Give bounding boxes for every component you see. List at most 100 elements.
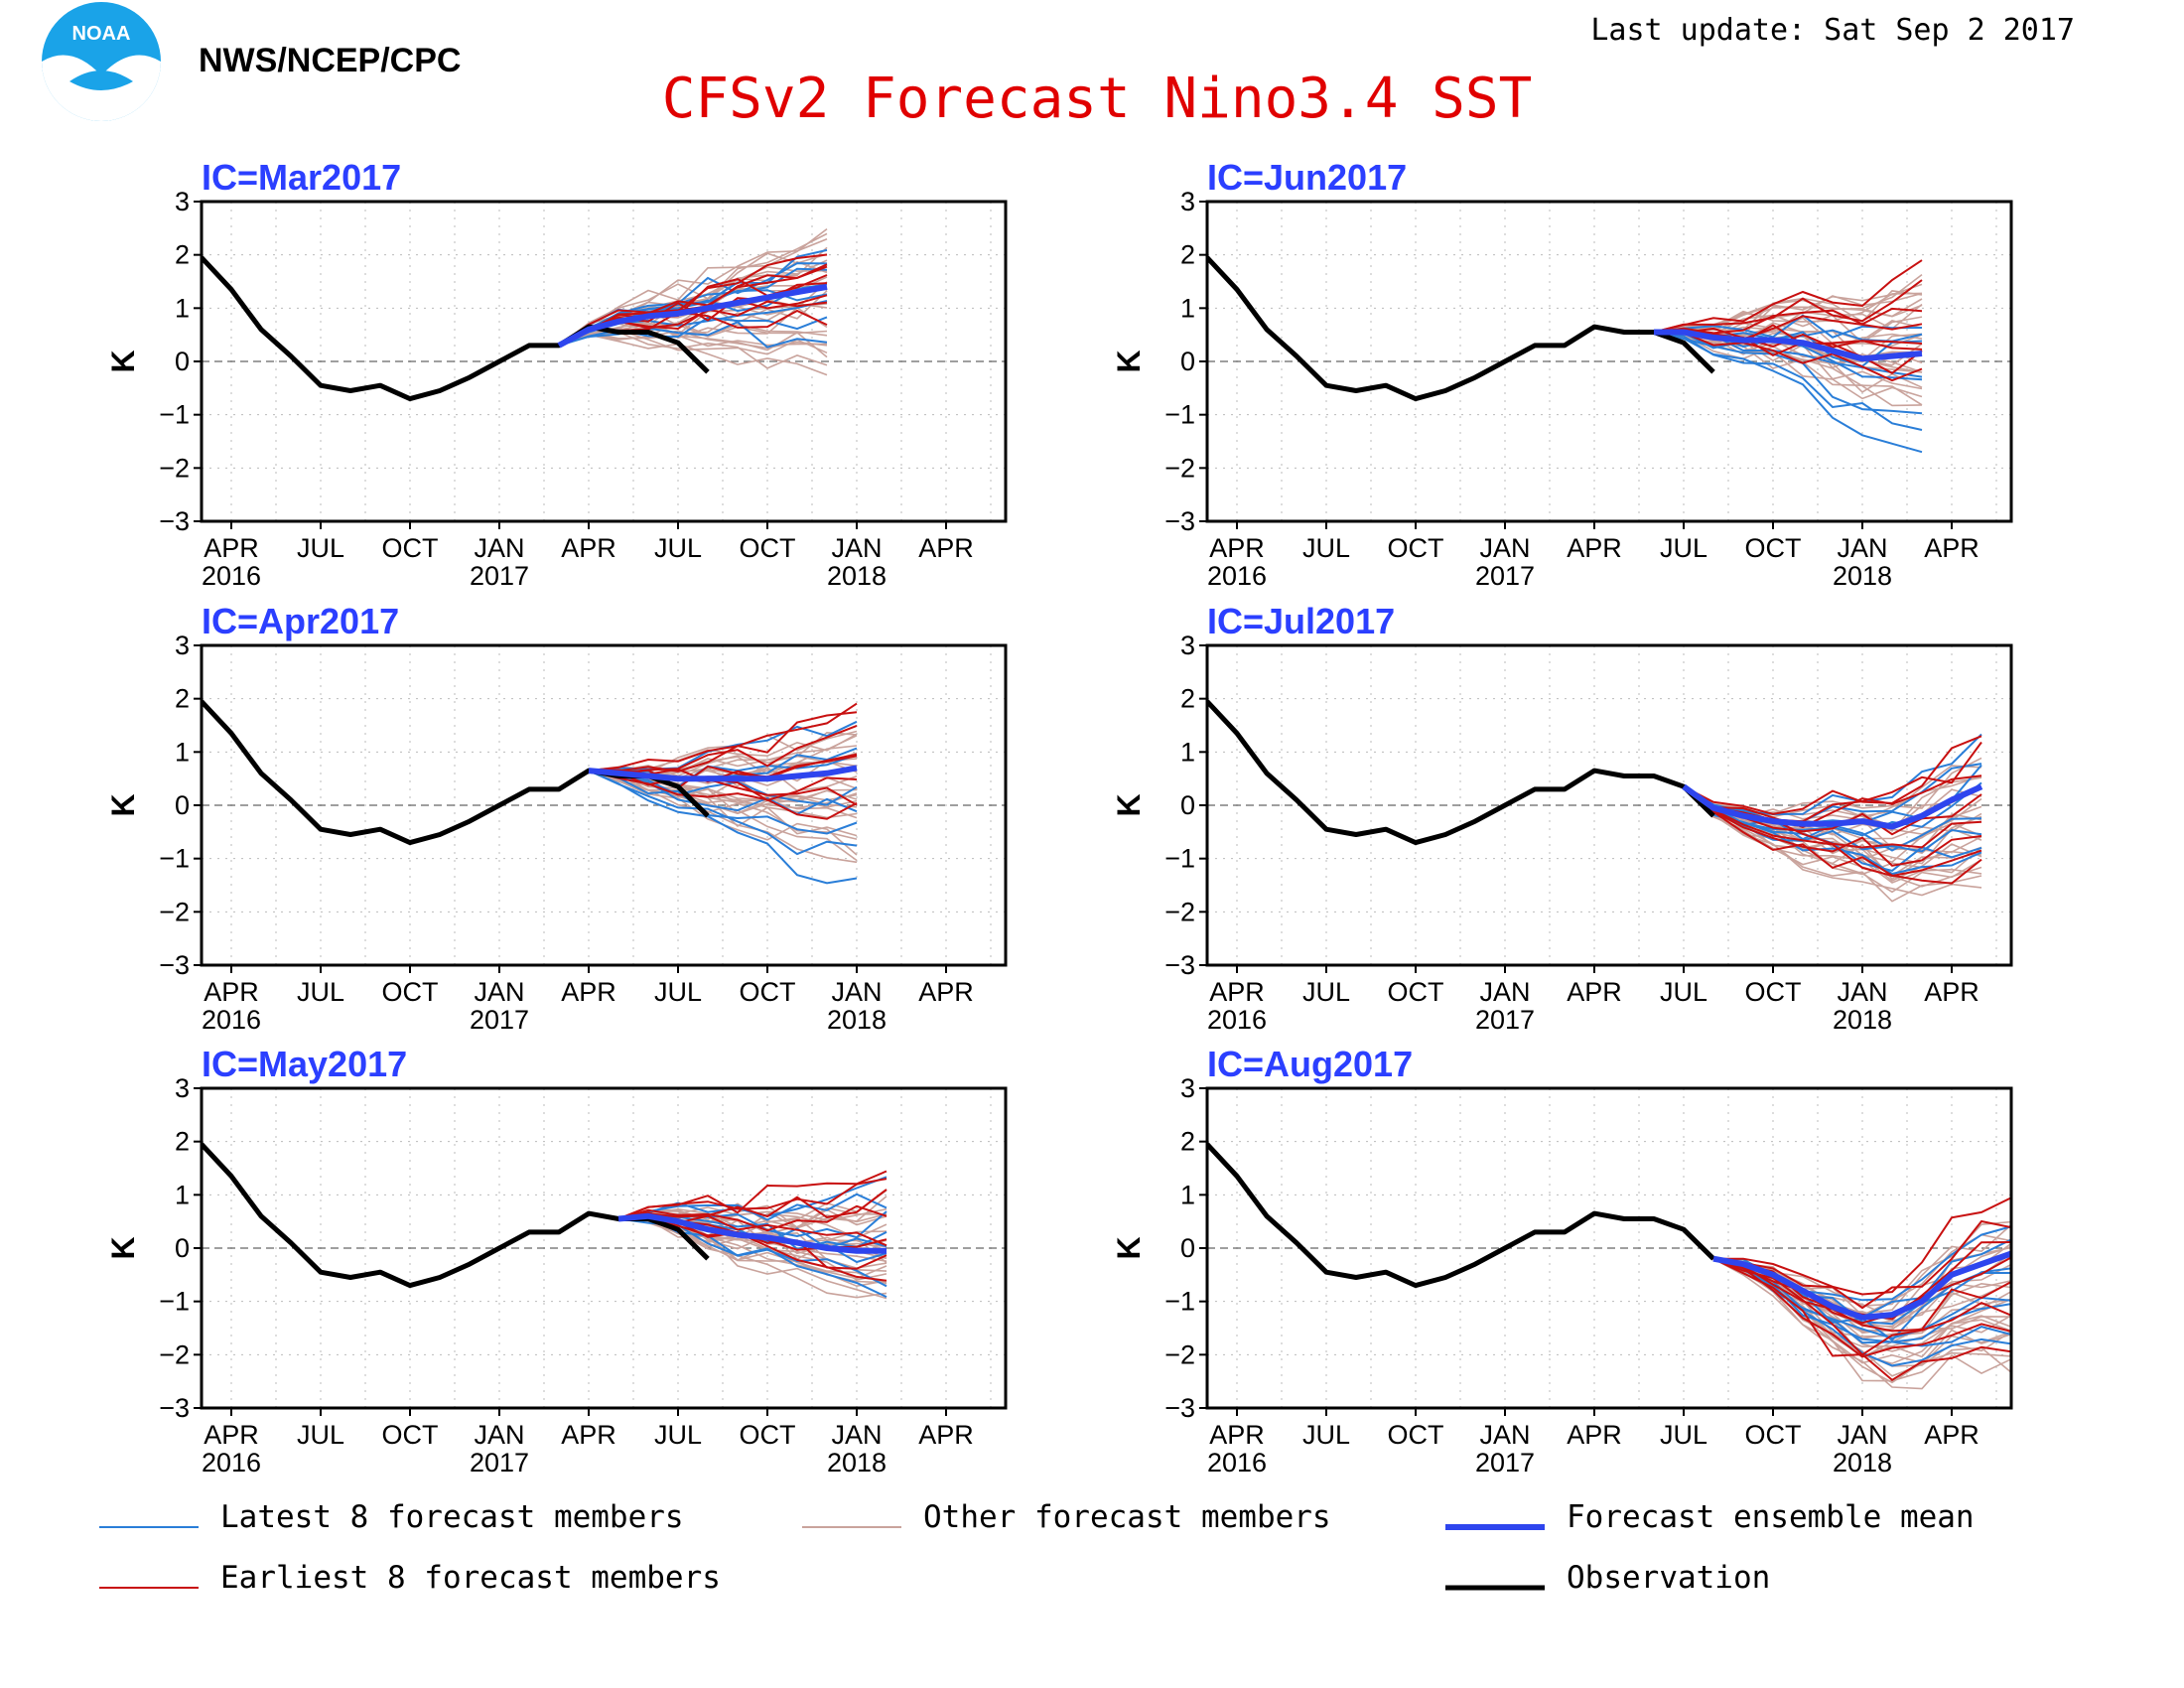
other-member-line (1653, 273, 1923, 334)
xtick-label: JAN (1479, 1420, 1530, 1450)
year-label: 2018 (827, 561, 887, 591)
xtick-label: APR (1567, 1420, 1622, 1450)
panel-frame (200, 200, 1008, 523)
panel-title: IC=Jun2017 (1207, 157, 1407, 198)
xtick-label: OCT (1745, 1420, 1802, 1450)
earliest-member-line (617, 1170, 887, 1220)
earliest-member-line (1653, 307, 1923, 335)
panel-frame (1205, 200, 2013, 523)
xtick-label: JUL (1302, 977, 1350, 1007)
ytick-label: −1 (159, 1287, 190, 1317)
latest-member-line (588, 770, 858, 885)
series-area (202, 1142, 887, 1300)
panel-title: IC=Mar2017 (202, 157, 401, 198)
ensemble-mean-line (588, 765, 858, 782)
xtick-label: OCT (740, 977, 796, 1007)
series-area (1207, 255, 1923, 454)
ytick-label: 3 (1180, 631, 1195, 660)
ytick-label: 3 (1180, 187, 1195, 216)
legend-other-label: Other forecast members (923, 1499, 1331, 1535)
ensemble-mean-line (557, 283, 828, 349)
year-label: 2018 (1833, 1005, 1892, 1035)
ytick-label: 2 (175, 1127, 190, 1157)
latest-member-line (617, 1217, 887, 1299)
xtick-label: APR (1924, 533, 1979, 563)
other-member-line (617, 1217, 887, 1300)
xtick-label: APR (1209, 977, 1265, 1007)
ytick-label: −1 (1164, 400, 1195, 430)
series-area (202, 699, 858, 885)
panel-frame (200, 1086, 1008, 1410)
xtick-label: JAN (1479, 533, 1530, 563)
xtick-label: OCT (1745, 977, 1802, 1007)
panel-ic-jun2017: IC=Jun2017 3 2 1 0 −1 −2 −3 K APR JUL OCT JAN APR JUL O… (1111, 157, 2013, 591)
earliest-member-line (1653, 259, 1923, 334)
year-label: 2017 (470, 561, 529, 591)
latest-member-line (1653, 331, 1923, 415)
earliest-member-line (1653, 279, 1923, 334)
latest-member-line (1683, 733, 1982, 816)
series-area (1207, 699, 1983, 903)
ytick-label: 0 (175, 347, 190, 376)
year-label: 2018 (827, 1448, 887, 1477)
year-label: 2018 (1833, 561, 1892, 591)
ytick-label: 2 (1180, 240, 1195, 270)
year-label: 2018 (827, 1005, 887, 1035)
year-label: 2017 (1475, 1005, 1535, 1035)
ytick-label: −1 (159, 400, 190, 430)
panel-ic-aug2017: IC=Aug2017 3 2 1 0 −1 −2 −3 K APR JUL OCT JAN APR JUL O… (1111, 1044, 2013, 1477)
xtick-label: JUL (297, 1420, 344, 1450)
year-label: 2017 (1475, 1448, 1535, 1477)
legend-obs-label: Observation (1567, 1560, 1770, 1596)
latest-member-line (588, 770, 858, 856)
noaa-logo: NOAA (42, 2, 161, 121)
xtick-label: OCT (1745, 533, 1802, 563)
ytick-label: −3 (159, 1393, 190, 1423)
ytick-label: 0 (1180, 1233, 1195, 1263)
ytick-label: 2 (175, 684, 190, 714)
latest-member-line (558, 321, 828, 349)
xtick-label: JAN (1479, 977, 1530, 1007)
xtick-label: JUL (1302, 533, 1350, 563)
org-label: NWS/NCEP/CPC (199, 42, 461, 79)
year-label: 2017 (470, 1448, 529, 1477)
xtick-label: JUL (1302, 1420, 1350, 1450)
latest-member-line (1653, 331, 1923, 431)
xtick-label: OCT (1388, 977, 1444, 1007)
year-label: 2018 (1833, 1448, 1892, 1477)
xtick-label: APR (918, 533, 974, 563)
ytick-label: −3 (1164, 950, 1195, 980)
ytick-label: −1 (1164, 1287, 1195, 1317)
ytick-label: −2 (1164, 1339, 1195, 1369)
xtick-label: JAN (831, 977, 882, 1007)
earliest-member-line (1713, 1196, 2011, 1296)
ylabel: K (105, 350, 141, 372)
ylabel: K (1111, 793, 1147, 816)
xtick-label: JAN (1837, 1420, 1887, 1450)
xtick-label: APR (204, 977, 259, 1007)
earliest-member-line (1683, 774, 1982, 828)
xtick-label: OCT (1388, 533, 1444, 563)
panel-title: IC=Jul2017 (1207, 601, 1395, 641)
ytick-label: −2 (159, 897, 190, 926)
earliest-member-line (1712, 1257, 2011, 1356)
ytick-label: 0 (175, 1233, 190, 1263)
ensemble-mean-line (1682, 783, 1983, 830)
xtick-label: JUL (654, 977, 702, 1007)
ytick-label: −3 (159, 950, 190, 980)
ensemble-mean-line (617, 1212, 887, 1254)
panels: IC=Mar2017 3 2 1 0 −1 −2 −3 K APR JUL OCT JAN APR JUL O… (105, 157, 2013, 1477)
series-area (1207, 1142, 2011, 1390)
xtick-label: OCT (382, 977, 439, 1007)
xtick-label: OCT (382, 533, 439, 563)
year-label: 2017 (1475, 561, 1535, 591)
xtick-label: JUL (1660, 533, 1707, 563)
ytick-label: 1 (1180, 737, 1195, 767)
panel-frame (1205, 643, 2013, 967)
last-update: Last update: Sat Sep 2 2017 (1590, 13, 2075, 48)
legend: Latest 8 forecast members Other forecast… (99, 1499, 1975, 1596)
xtick-label: APR (918, 1420, 974, 1450)
ytick-label: −3 (1164, 1393, 1195, 1423)
ytick-label: 0 (175, 790, 190, 820)
